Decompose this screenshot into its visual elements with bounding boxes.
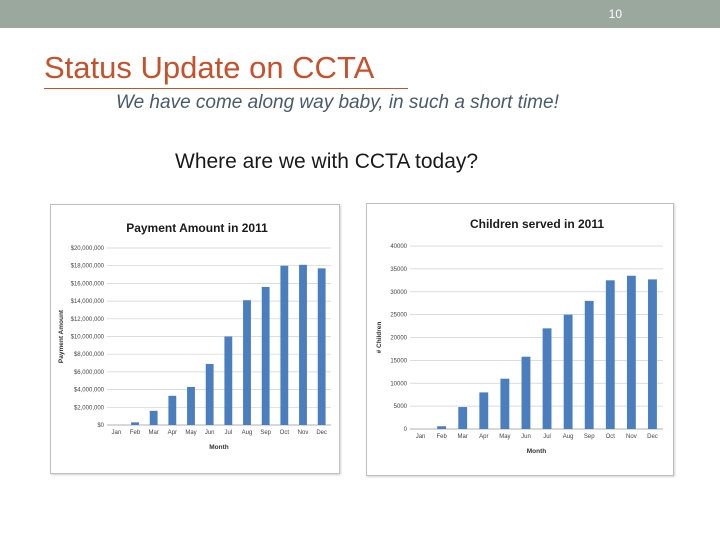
children-served-chart: Children served in 2011 0 5000 10000 15000 20… (366, 203, 674, 476)
x-tick-label: Aug (563, 434, 574, 440)
x-tick-label: Mar (148, 430, 158, 436)
y-tick-label: 35000 (390, 267, 407, 273)
bar-oct (605, 280, 615, 429)
x-tick-label: Nov (626, 434, 637, 440)
slide-subtitle: We have come along way baby, in such a s… (116, 92, 559, 113)
slide-number: 10 (608, 7, 622, 21)
bar-apr (168, 395, 177, 425)
x-tick-label: Feb (436, 434, 447, 440)
x-tick-label: Dec (647, 434, 658, 440)
x-tick-label: Jan (416, 434, 426, 440)
bar-may (187, 386, 195, 425)
bar-nov (626, 275, 636, 429)
y-tick-label: 5000 (394, 404, 408, 410)
bar-nov (299, 264, 307, 425)
title-underline (44, 88, 408, 89)
y-tick-label: 25000 (390, 313, 407, 319)
x-tick-label: Jun (205, 430, 215, 436)
y-tick-label: 30000 (390, 290, 407, 296)
bar-dec (317, 268, 326, 425)
y-tick-label: 15000 (390, 358, 407, 364)
x-tick-label: Apr (479, 434, 488, 440)
y-tick-label: $20,000,000 (71, 246, 105, 252)
y-axis-label: # Children (376, 322, 383, 354)
x-tick-label: Oct (606, 434, 616, 440)
x-tick-label: Nov (298, 430, 309, 436)
slide-question: Where are we with CCTA today? (175, 150, 479, 173)
y-tick-label: $10,000,000 (71, 335, 105, 341)
chart-title: Payment Amount in 2011 (126, 221, 268, 235)
x-tick-label: Jun (521, 434, 531, 440)
y-tick-label: $8,000,000 (74, 352, 105, 358)
y-tick-label: $18,000,000 (71, 264, 105, 270)
x-tick-label: May (185, 430, 196, 436)
x-tick-label: Jan (111, 430, 121, 436)
x-axis-label: Month (527, 448, 547, 455)
x-tick-label: May (499, 434, 510, 440)
bar-apr (479, 392, 489, 429)
x-tick-label: Jul (224, 430, 232, 436)
y-tick-label: $4,000,000 (74, 388, 105, 394)
top-bar: 10 (0, 0, 720, 28)
bar-jun (521, 356, 531, 429)
payment-amount-chart-svg: Payment Amount in 2011 $0 $2,000,000 $4,000… (58, 221, 331, 451)
bar-jul (542, 328, 552, 429)
y-tick-label: 20000 (390, 336, 407, 342)
x-tick-label: Apr (168, 430, 177, 436)
payment-amount-chart: Payment Amount in 2011 $0 $2,000,000 $4,000… (50, 204, 340, 474)
bar-sep (261, 286, 270, 425)
bar-aug (563, 314, 573, 429)
bar-feb (131, 422, 139, 425)
x-tick-label: Sep (260, 430, 271, 436)
x-tick-label: Sep (584, 434, 595, 440)
y-tick-label: 10000 (390, 381, 407, 387)
bar-dec (648, 279, 657, 429)
x-tick-label: Aug (242, 430, 253, 436)
y-tick-label: $14,000,000 (71, 299, 105, 305)
y-tick-label: $2,000,000 (74, 405, 105, 411)
x-tick-label: Feb (130, 430, 141, 436)
y-tick-label: $16,000,000 (71, 281, 105, 287)
bar-oct (280, 265, 289, 425)
y-tick-label: $6,000,000 (74, 370, 105, 376)
bar-jun (205, 363, 214, 425)
bar-jul (224, 336, 233, 425)
y-tick-label: $0 (97, 423, 104, 429)
x-axis-label: Month (209, 444, 229, 451)
bar-aug (243, 300, 251, 425)
children-served-chart-svg: Children served in 2011 0 5000 10000 15000 20… (376, 217, 663, 455)
bar-sep (584, 300, 594, 429)
x-tick-label: Oct (280, 430, 290, 436)
x-tick-label: Dec (316, 430, 327, 436)
x-tick-label: Mar (458, 434, 468, 440)
bar-feb (437, 426, 447, 429)
chart-title: Children served in 2011 (470, 217, 604, 231)
bar-mar (458, 407, 468, 429)
y-tick-label: 0 (404, 427, 408, 433)
x-tick-label: Jul (543, 434, 551, 440)
bar-mar (149, 410, 158, 425)
bar-may (500, 378, 510, 429)
slide-title: Status Update on CCTA (44, 50, 375, 85)
y-tick-label: 40000 (390, 244, 407, 250)
y-axis-label: Payment Amount (58, 309, 65, 363)
y-tick-label: $12,000,000 (71, 317, 105, 323)
